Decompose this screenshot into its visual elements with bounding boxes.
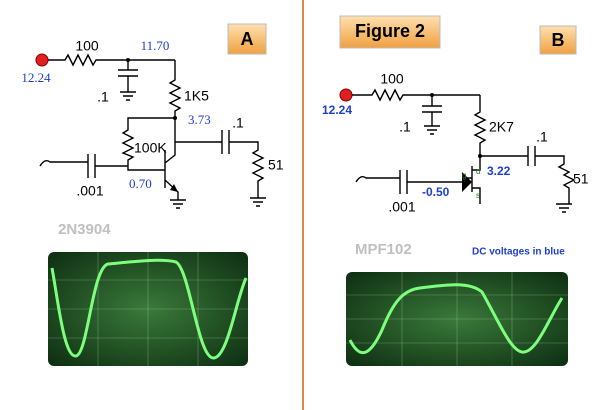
component-label: .1	[536, 129, 548, 145]
voltage-label: 0.70	[129, 176, 152, 191]
component-label: 51	[573, 171, 589, 187]
component-label: .001	[388, 199, 415, 215]
waveform	[50, 258, 248, 360]
component-label: .001	[76, 183, 103, 199]
device-label: MPF102	[355, 241, 412, 258]
voltage-label: 3.73	[188, 112, 211, 127]
title-box	[339, 15, 441, 49]
label-box	[227, 23, 267, 55]
voltage-label: 3.22	[487, 164, 511, 178]
component-label: 1K5	[184, 88, 209, 104]
component-label: 100	[380, 71, 404, 87]
junction	[478, 154, 482, 158]
scope-grid	[48, 252, 248, 366]
label-box	[539, 25, 577, 55]
supply-node	[339, 88, 353, 102]
gate-arrow	[462, 172, 472, 192]
component-label: 2K7	[489, 119, 514, 135]
voltage-label: -0.50	[422, 185, 450, 199]
title: Figure 2	[355, 21, 425, 41]
waveform	[348, 283, 564, 354]
component-label: .1	[399, 119, 411, 135]
emitter-arrow	[170, 184, 178, 192]
panel-b: Figure 2 B 100 .1 2K7 .1 51 .001 g d s 1…	[322, 15, 589, 366]
pin-label: g	[462, 171, 466, 180]
note: DC voltages in blue	[472, 247, 565, 258]
scope-grid	[346, 272, 568, 366]
panel-label: A	[241, 29, 254, 49]
voltage-label: 12.24	[21, 70, 51, 85]
junction	[173, 116, 177, 120]
component-label: 51	[268, 157, 284, 173]
component-label: .1	[232, 115, 244, 131]
pin-label: d	[476, 167, 480, 176]
panel-a: A 100 .1 1K5 .1 100K 51 .001 12.24 11.70…	[21, 23, 284, 366]
circuit	[39, 53, 266, 209]
pin-label: s	[476, 191, 480, 200]
panel-label: B	[552, 30, 565, 50]
component-label: 100	[75, 38, 99, 54]
voltage-label: 11.70	[141, 38, 170, 53]
circuit	[352, 88, 576, 213]
component-label: 100K	[134, 140, 167, 156]
junction	[430, 93, 434, 97]
supply-node	[35, 53, 49, 67]
device-label: 2N3904	[58, 221, 111, 238]
junction	[126, 58, 130, 62]
component-label: .1	[97, 89, 109, 105]
voltage-label: 12.24	[322, 103, 352, 117]
